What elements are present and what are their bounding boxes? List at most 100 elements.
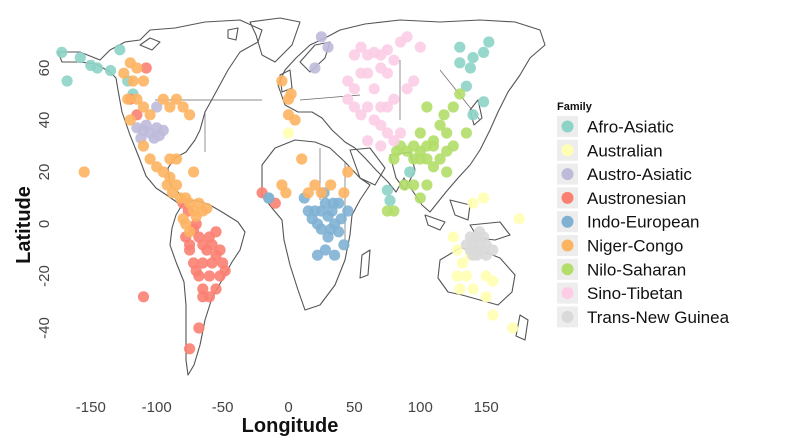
point-niger-congo-51 (280, 187, 292, 199)
point-sino-tibetan-0 (348, 49, 360, 61)
point-australian-0 (282, 127, 295, 139)
point-afro-asiatic-9 (454, 41, 466, 53)
point-australian-1 (447, 231, 459, 243)
point-afro-asiatic-21 (404, 166, 416, 178)
point-nilo-saharan-22 (391, 145, 403, 157)
x-tick-label: 100 (408, 399, 433, 416)
point-nilo-saharan-26 (421, 179, 433, 191)
point-niger-congo-34 (184, 226, 196, 238)
point-indo-european-20 (342, 205, 354, 217)
point-sino-tibetan-5 (381, 44, 393, 56)
point-indo-european-9 (333, 226, 345, 238)
point-austronesian-22 (188, 257, 200, 269)
legend-title: Family (557, 101, 593, 113)
point-indo-european-13 (319, 244, 331, 256)
point-niger-congo-42 (282, 93, 295, 105)
point-afro-asiatic-13 (467, 52, 479, 64)
point-austronesian-17 (210, 283, 222, 295)
y-tick-label: 0 (36, 220, 53, 228)
point-sino-tibetan-21 (375, 119, 387, 131)
point-sino-tibetan-8 (401, 31, 413, 43)
point-niger-congo-5 (127, 75, 139, 87)
point-afro-asiatic-17 (467, 109, 479, 121)
point-sino-tibetan-31 (401, 83, 413, 95)
point-indo-european-22 (263, 192, 275, 204)
point-afro-asiatic-15 (483, 36, 495, 48)
legend-label-sino-tibetan: Sino-Tibetan (587, 284, 683, 303)
point-australian-16 (506, 322, 519, 334)
point-austronesian-6 (190, 218, 202, 230)
point-afro-asiatic-14 (478, 46, 490, 59)
point-sino-tibetan-12 (381, 67, 393, 79)
point-australian-12 (487, 275, 499, 287)
point-austronesian-19 (197, 283, 209, 295)
point-sino-tibetan-29 (368, 83, 380, 95)
legend-swatch-sino-tibetan (561, 287, 574, 300)
legend-label-niger-congo: Niger-Congo (587, 237, 683, 256)
point-nilo-saharan-16 (447, 101, 459, 113)
legend-swatch-nilo-saharan (561, 263, 574, 276)
point-indo-european-10 (335, 213, 347, 225)
point-austro-asiatic-10 (315, 31, 327, 43)
legend-label-trans-new-guinea: Trans-New Guinea (587, 308, 730, 327)
x-axis-title: Longitude (242, 415, 339, 437)
point-austronesian-16 (214, 270, 226, 282)
point-sino-tibetan-9 (414, 41, 426, 53)
point-afro-asiatic-2 (74, 52, 86, 64)
point-austronesian-27 (203, 270, 215, 282)
legend-swatch-trans-new-guinea (561, 310, 574, 323)
point-austronesian-12 (210, 226, 222, 238)
point-austronesian-29 (210, 249, 222, 261)
point-niger-congo-39 (282, 109, 295, 121)
point-austro-asiatic-9 (151, 101, 163, 113)
point-afro-asiatic-11 (460, 80, 472, 92)
point-nilo-saharan-14 (421, 101, 433, 113)
point-nilo-saharan-15 (438, 109, 450, 121)
point-niger-congo-41 (276, 75, 288, 87)
point-nilo-saharan-5 (427, 161, 440, 173)
legend-swatch-austro-asiatic (561, 168, 574, 181)
y-tick-label: 60 (36, 60, 53, 77)
point-nilo-saharan-30 (460, 127, 472, 139)
point-australian-2 (451, 244, 463, 256)
point-austronesian-31 (193, 322, 205, 334)
point-niger-congo-49 (296, 153, 308, 165)
data-points (56, 31, 525, 355)
point-nilo-saharan-18 (414, 153, 426, 165)
point-australian-6 (467, 283, 479, 295)
point-indo-european-23 (326, 205, 338, 217)
point-nilo-saharan-24 (408, 179, 420, 191)
legend-swatch-niger-congo (561, 239, 574, 252)
point-australian-7 (454, 283, 466, 295)
point-afro-asiatic-4 (91, 62, 103, 74)
point-afro-asiatic-20 (384, 195, 396, 207)
y-axis-ticks: -40 -20 0 20 40 60 (36, 60, 53, 339)
point-niger-congo-15 (124, 114, 136, 126)
x-tick-label: 150 (474, 399, 499, 416)
legend-label-indo-european: Indo-European (587, 213, 699, 232)
point-sino-tibetan-16 (342, 93, 354, 105)
point-indo-european-21 (311, 249, 324, 261)
point-sino-tibetan-6 (388, 54, 400, 66)
x-tick-label: 50 (346, 399, 363, 416)
point-indo-european-19 (338, 239, 350, 251)
point-trans-new-guinea-9 (460, 239, 472, 251)
point-austronesian-26 (197, 257, 209, 269)
point-niger-congo-16 (137, 140, 150, 152)
point-niger-congo-13 (177, 101, 189, 113)
point-niger-congo-10 (157, 93, 169, 105)
point-sino-tibetan-23 (388, 135, 400, 147)
point-indo-european-14 (329, 249, 341, 261)
point-afro-asiatic-19 (381, 184, 393, 196)
point-niger-congo-7 (131, 93, 143, 105)
y-axis-title: Latitude (13, 186, 35, 264)
legend-swatch-australian (561, 144, 574, 157)
point-austro-asiatic-8 (131, 122, 143, 134)
point-afro-asiatic-0 (56, 46, 68, 59)
legend-swatch-afro-asiatic (561, 120, 574, 133)
point-trans-new-guinea-13 (474, 226, 486, 238)
point-niger-congo-3 (131, 62, 143, 74)
point-nilo-saharan-28 (388, 205, 400, 217)
point-niger-congo-35 (188, 166, 200, 178)
point-austronesian-30 (197, 291, 209, 303)
